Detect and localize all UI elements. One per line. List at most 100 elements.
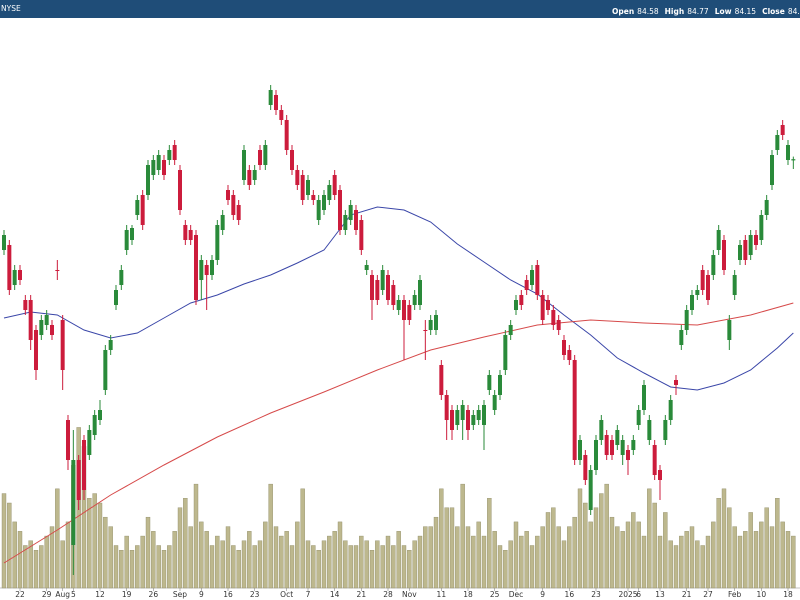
- candle-body: [679, 330, 684, 345]
- candle-body: [204, 265, 209, 275]
- volume-bar: [119, 550, 124, 589]
- candle-body: [119, 270, 124, 285]
- volume-bar: [727, 507, 732, 589]
- volume-bar: [295, 521, 300, 589]
- volume-bar: [508, 540, 513, 589]
- candle-body: [551, 310, 556, 325]
- volume-bar: [620, 531, 625, 589]
- x-tick-label: 5: [71, 590, 76, 599]
- candle-body: [610, 440, 614, 455]
- candle-body: [754, 235, 758, 245]
- x-tick-label: 22: [15, 590, 25, 599]
- candle-body: [7, 245, 12, 290]
- candle-body: [172, 145, 177, 160]
- candle-body: [738, 245, 742, 260]
- volume-bar: [305, 540, 311, 589]
- candle-body: [44, 315, 49, 325]
- volume-bar: [529, 545, 535, 589]
- candle-body: [295, 170, 300, 185]
- volume-bar: [311, 545, 316, 589]
- volume-bar: [380, 545, 385, 589]
- header-label: Low: [715, 7, 732, 16]
- x-tick-label: 23: [591, 590, 601, 599]
- volume-bar: [407, 550, 412, 589]
- candle-body: [348, 205, 353, 220]
- volume-bar: [439, 488, 444, 589]
- volume-bar: [209, 545, 215, 589]
- volume-bar: [449, 507, 455, 589]
- candle-body: [535, 265, 540, 295]
- candle-body: [258, 150, 262, 165]
- candle-body: [519, 295, 524, 305]
- volume-bar: [231, 545, 236, 589]
- volume-bar: [103, 516, 108, 589]
- candle-body: [306, 180, 310, 195]
- volume-bar: [215, 535, 220, 589]
- candle-body: [428, 320, 433, 330]
- candle-body: [60, 320, 65, 370]
- volume-bar: [401, 545, 407, 589]
- candle-body: [284, 120, 289, 150]
- candle-body: [23, 300, 28, 310]
- candle-body: [274, 95, 278, 110]
- volume-bar: [1, 493, 7, 589]
- candle-body: [684, 310, 689, 330]
- volume-bar: [433, 516, 439, 589]
- candle-body: [252, 170, 257, 180]
- candle-body: [140, 195, 145, 225]
- volume-bar: [7, 502, 12, 589]
- candle-body: [103, 350, 108, 390]
- x-tick-label: 29: [42, 590, 52, 599]
- candle-body: [316, 200, 321, 220]
- candle-body: [359, 220, 364, 250]
- candle-body: [770, 155, 774, 185]
- candle-body: [66, 420, 70, 460]
- volume-bar: [113, 545, 119, 589]
- volume-bar: [252, 545, 257, 589]
- candle-body: [636, 410, 641, 425]
- volume-bar: [183, 498, 188, 589]
- volume-bar: [220, 540, 225, 589]
- x-tick-label: 25: [490, 590, 500, 599]
- volume-bar: [140, 535, 145, 589]
- candle-body: [695, 290, 700, 295]
- candle-body: [455, 410, 460, 425]
- volume-bar: [316, 550, 321, 589]
- candle-body: [647, 420, 652, 440]
- x-tick-label: 13: [655, 590, 665, 599]
- candle-body: [631, 440, 636, 450]
- volume-bar: [65, 521, 71, 589]
- volume-bar: [199, 521, 204, 589]
- candle-body: [114, 290, 118, 305]
- volume-bar: [257, 540, 263, 589]
- volume-bar: [28, 540, 33, 589]
- x-tick-label: Aug: [55, 590, 70, 599]
- x-tick-label: 9: [199, 590, 204, 599]
- x-tick-label: 19: [122, 590, 132, 599]
- volume-bar: [567, 526, 572, 589]
- x-tick-label: Feb: [728, 590, 742, 599]
- volume-bar: [775, 498, 780, 589]
- volume-bar: [385, 535, 391, 589]
- candle-body: [514, 300, 518, 310]
- volume-bar: [535, 535, 540, 589]
- candle-body: [146, 165, 150, 195]
- volume-bar: [337, 521, 343, 589]
- candle-body: [92, 415, 97, 435]
- candle-body: [487, 375, 492, 390]
- volume-bar: [353, 545, 359, 589]
- candle-body: [82, 440, 86, 490]
- volume-bar: [684, 531, 689, 589]
- volume-bar: [332, 531, 337, 589]
- candle-body: [658, 470, 662, 480]
- volume-bar: [513, 521, 519, 589]
- candle-body: [290, 150, 294, 170]
- volume-bar: [700, 545, 705, 589]
- candle-body: [354, 210, 358, 230]
- candle-body: [642, 385, 646, 410]
- volume-bar: [609, 516, 615, 589]
- volume-bar: [753, 531, 759, 589]
- x-tick-label: Dec: [509, 590, 524, 599]
- volume-bar: [716, 498, 721, 589]
